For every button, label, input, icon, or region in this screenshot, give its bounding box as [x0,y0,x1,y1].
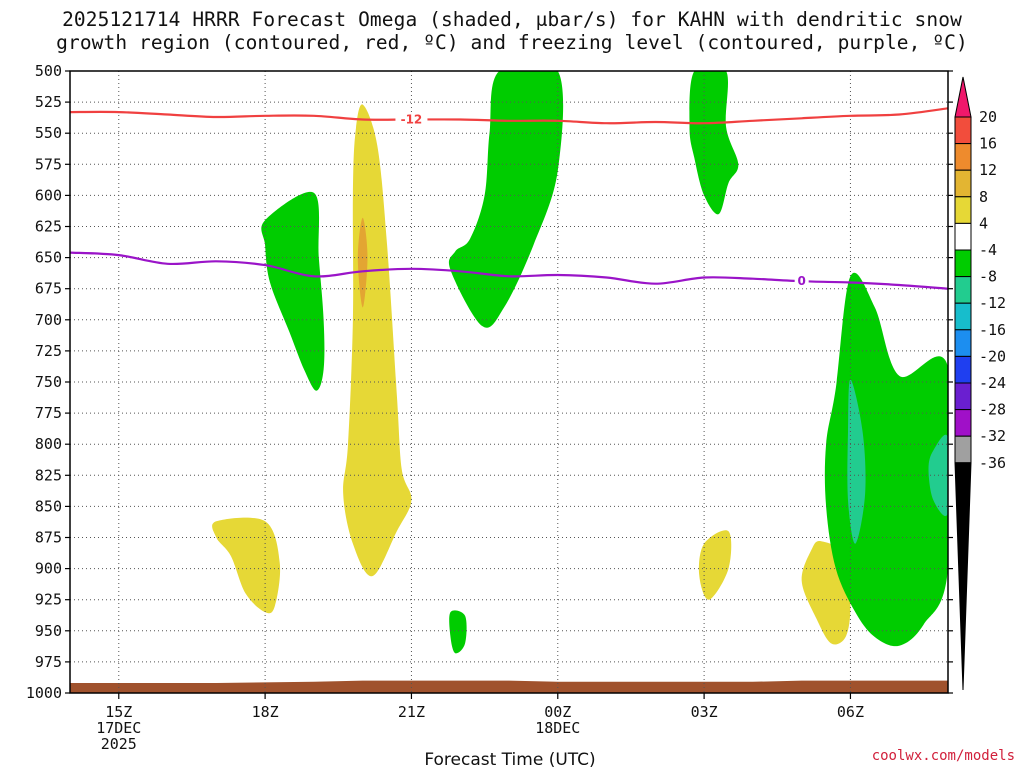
plot-area: -12 0 [69,70,949,694]
x-tick-year-label: 2025 [101,735,137,753]
colorbar-segment-4 [954,222,972,251]
colorbar-label: -8 [979,268,997,286]
credit-link[interactable]: coolwx.com/models [872,748,1015,764]
y-tick-label: 575 [35,155,62,173]
colorbar-label: -24 [979,374,1006,392]
y-tick-label: 725 [35,342,62,360]
omega-region-3 [698,530,732,600]
colorbar-label: -12 [979,294,1006,312]
omega-region-10 [847,379,866,544]
y-tick-label: 500 [35,62,62,80]
y-tick-label: 800 [35,435,62,453]
dendritic-contour [70,107,948,125]
colorbar-segment-9 [954,355,972,384]
colorbar-label: 12 [979,161,997,179]
colorbar-segment-10 [954,382,972,411]
colorbar-bottom-triangle [954,462,972,691]
colorbar-top-triangle [954,76,972,118]
x-tick-label: 00Z [544,703,571,721]
colorbar-label: 20 [979,108,997,126]
x-tick-label: 18Z [252,703,279,721]
colorbar-legend: 20 16 12 8 4 -4 -8 -12 -16 -20 -24 -28 -32 -36 [954,76,1006,691]
freezing-label-bg [794,274,809,289]
omega-region-7 [689,71,739,215]
y-tick-label: 775 [35,404,62,422]
omega-region-1 [357,217,368,308]
y-tick-label: 950 [35,622,62,640]
dendritic-label-bg [395,112,428,127]
chart-title-line2: growth region (contoured, red, ºC) and f… [56,31,968,54]
y-tick-label: 925 [35,591,62,609]
colorbar-label: -28 [979,401,1006,419]
x-tick-date-label: 17DEC [96,719,141,737]
y-tick-label: 525 [35,93,62,111]
colorbar-segment-8 [954,329,972,357]
colorbar-segment-12 [954,435,972,464]
colorbar-segment-7 [954,302,972,331]
omega-region-6 [448,71,564,328]
colorbar-label: -4 [979,241,997,259]
colorbar-segment-1 [954,143,972,171]
y-tick-label: 825 [35,466,62,484]
colorbar-segment-5 [954,249,972,278]
y-tick-label: 850 [35,497,62,515]
y-tick-label: 600 [35,186,62,204]
terrain-fill [70,680,948,693]
y-tick-label: 1000 [26,684,62,702]
plot-content: -12 0 [70,71,948,693]
y-tick-label: 650 [35,249,62,267]
omega-region-8 [449,610,467,654]
colorbar-label: 8 [979,188,988,206]
colorbar-label: -20 [979,347,1006,365]
y-tick-label: 675 [35,280,62,298]
omega-region-5 [261,191,325,391]
y-tick-label: 975 [35,653,62,671]
colorbar-label: 16 [979,135,997,153]
x-tick-date-label: 18DEC [535,719,580,737]
colorbar-label: -16 [979,321,1006,339]
x-tick-label: 03Z [691,703,718,721]
y-tick-label: 875 [35,529,62,547]
colorbar-label: 4 [979,214,988,232]
colorbar-segment-6 [954,276,972,304]
y-axis: 500 525 550 575 600 625 650 675 700 725 750 775 800 8… [26,62,953,702]
freezing-level-contour-label: 0 [797,274,805,288]
omega-region-0 [343,104,412,577]
omega-region-2 [212,517,281,614]
omega-region-9 [824,273,948,647]
y-tick-label: 900 [35,560,62,578]
x-tick-label: 06Z [837,703,864,721]
y-tick-label: 550 [35,124,62,142]
x-axis-label: Forecast Time (UTC) [424,750,595,768]
colorbar-segment-3 [954,196,972,224]
x-tick-label: 21Z [398,703,425,721]
colorbar-segment-0 [954,116,972,145]
colorbar-segment-2 [954,169,972,198]
y-tick-label: 700 [35,311,62,329]
dendritic-contour-label: -12 [401,113,423,127]
colorbar-segment-11 [954,409,972,437]
chart-title-line1: 2025121714 HRRR Forecast Omega (shaded, … [62,8,962,31]
chart-title: 2025121714 HRRR Forecast Omega (shaded, … [0,8,1024,54]
x-tick-label: 15Z [105,703,132,721]
y-tick-label: 750 [35,373,62,391]
y-tick-label: 625 [35,218,62,236]
colorbar-label: -36 [979,454,1006,472]
colorbar-label: -32 [979,427,1006,445]
